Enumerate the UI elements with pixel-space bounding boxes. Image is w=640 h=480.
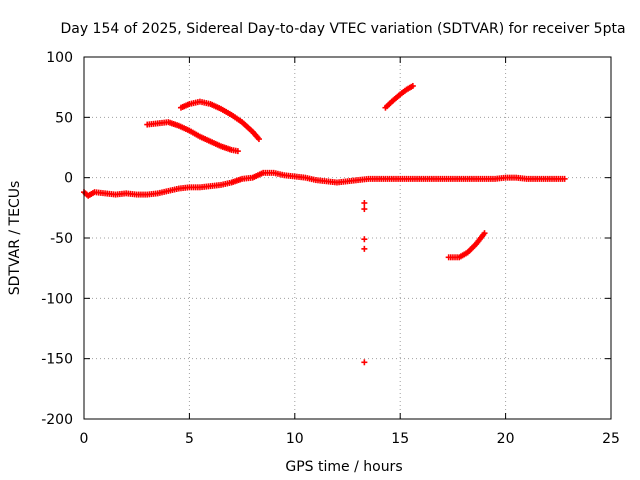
data-point [481, 230, 488, 237]
data-point [255, 136, 262, 143]
x-tick-label: 0 [80, 431, 89, 447]
plot-frame [83, 56, 612, 420]
y-tick-label: 0 [64, 171, 73, 187]
data-point [361, 359, 368, 366]
data-point [361, 245, 368, 252]
axis-ticks: 0 5 10 15 20 25 100 50 0 -50 -100 -150 -200 [41, 50, 620, 447]
data-point [361, 200, 368, 207]
y-tick-label: -100 [41, 291, 73, 307]
y-tick-label: 50 [55, 110, 73, 126]
y-tick-label: -200 [41, 412, 73, 428]
y-tick-label: -150 [41, 352, 73, 368]
x-tick-label: 5 [185, 431, 194, 447]
x-axis-label: GPS time / hours [285, 459, 402, 475]
x-tick-label: 25 [602, 431, 620, 447]
x-tick-label: 15 [391, 431, 409, 447]
chart-title: Day 154 of 2025, Sidereal Day-to-day VTE… [60, 21, 625, 37]
x-tick-label: 20 [497, 431, 515, 447]
y-axis-label: SDTVAR / TECUs [7, 181, 23, 296]
data-point [561, 175, 568, 182]
y-tick-label: 100 [46, 50, 73, 66]
y-tick-label: -50 [50, 231, 73, 247]
data-point [361, 206, 368, 213]
data-points [81, 82, 568, 366]
grid [84, 57, 611, 419]
data-point [409, 82, 416, 89]
data-point [234, 148, 241, 155]
x-tick-label: 10 [286, 431, 304, 447]
data-point [361, 236, 368, 243]
